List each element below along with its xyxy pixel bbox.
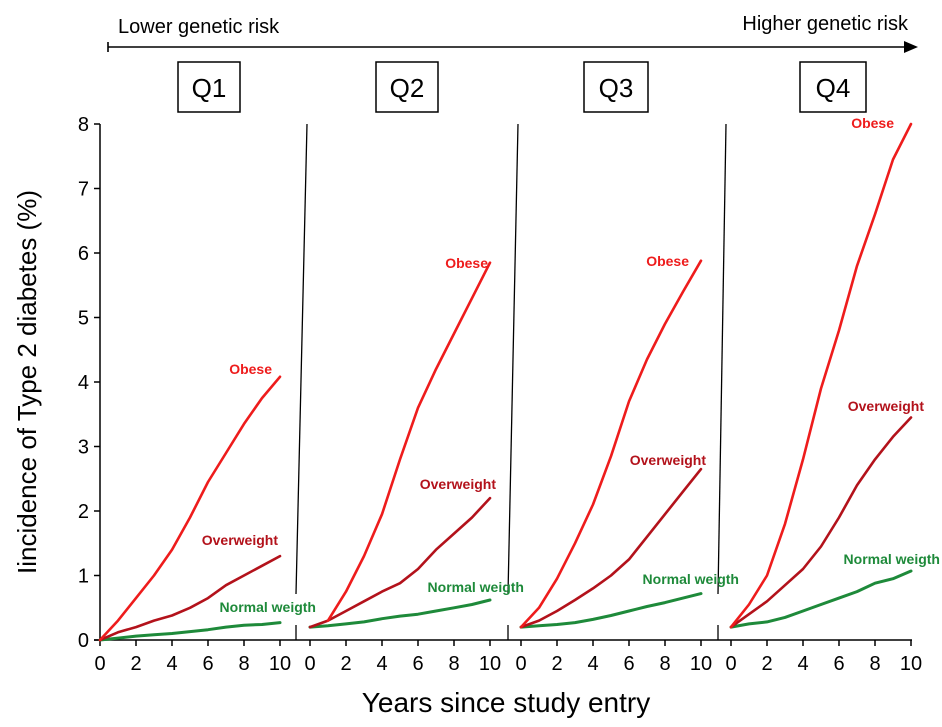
x-tick-label: 10	[690, 653, 712, 675]
x-tick-label: 0	[94, 653, 105, 675]
y-axis-ticks: 0 1 2 3 4 5 6 7 8	[78, 114, 100, 652]
x-tick-label: 8	[448, 653, 459, 675]
higher-risk-label: Higher genetic risk	[742, 13, 909, 35]
quartile-box-q2	[375, 61, 439, 113]
y-tick-label: 6	[78, 243, 89, 265]
x-tick-label: 8	[238, 653, 249, 675]
q3-obese-label: Obese	[646, 253, 689, 269]
x-tick-label: 4	[376, 653, 387, 675]
x-tick-label: 0	[304, 653, 315, 675]
q4-overweight-line	[729, 416, 913, 629]
x-tick-label: 10	[900, 653, 922, 675]
quartile-boxes: Q1 Q2 Q3 Q4	[177, 61, 867, 113]
x-tick-label: 6	[833, 653, 844, 675]
q2-overweight-label: Overweight	[420, 476, 497, 492]
q3-normal-label: Normal weigth	[643, 571, 739, 587]
x-tick-label: 4	[166, 653, 177, 675]
q2-overweight-line	[308, 496, 492, 629]
y-tick-label: 8	[78, 114, 89, 136]
q2-normal-line	[308, 598, 492, 629]
q4-obese-line	[729, 122, 913, 629]
x-tick-label: 10	[269, 653, 291, 675]
x-axis-ticks: 0 2 4 6 8 10 0 2 4 6 8 10 0 2 4 6 8 10 0 2 4 6 8 10	[94, 640, 922, 675]
x-tick-label: 6	[623, 653, 634, 675]
lower-risk-label: Lower genetic risk	[118, 16, 280, 38]
x-tick-label: 8	[869, 653, 880, 675]
x-tick-label: 6	[412, 653, 423, 675]
x-tick-label: 4	[587, 653, 598, 675]
q4-normal-line	[729, 569, 913, 629]
quartile-label-q2: Q2	[390, 73, 425, 103]
quartile-label-q1: Q1	[192, 73, 227, 103]
q4-overweight-label: Overweight	[848, 398, 925, 414]
x-tick-label: 4	[797, 653, 808, 675]
y-tick-label: 3	[78, 437, 89, 459]
panel-dividers	[295, 123, 727, 640]
panel-divider	[295, 123, 308, 595]
x-tick-label: 0	[725, 653, 736, 675]
quartile-box-q3	[583, 61, 649, 113]
series-lines	[98, 122, 913, 642]
panel-divider	[507, 123, 519, 595]
x-tick-label: 6	[202, 653, 213, 675]
x-tick-label: 8	[659, 653, 670, 675]
q1-obese-line	[98, 375, 282, 642]
x-axis-title: Years since study entry	[362, 687, 650, 718]
y-tick-label: 1	[78, 566, 89, 588]
x-tick-label: 2	[340, 653, 351, 675]
y-axis-title: Iincidence of Type 2 diabetes (%)	[12, 190, 42, 574]
y-tick-label: 0	[78, 630, 89, 652]
q3-overweight-line	[519, 467, 703, 629]
quartile-box-q4	[799, 61, 867, 113]
x-tick-label: 0	[515, 653, 526, 675]
q4-normal-label: Normal weigth	[844, 551, 940, 567]
y-tick-label: 5	[78, 308, 89, 330]
q1-obese-label: Obese	[229, 361, 272, 377]
x-tick-label: 2	[551, 653, 562, 675]
q3-overweight-label: Overweight	[630, 452, 707, 468]
q3-obese-line	[519, 259, 703, 629]
q1-overweight-label: Overweight	[202, 532, 279, 548]
genetic-risk-arrow-head	[904, 41, 918, 53]
q4-obese-label: Obese	[851, 115, 894, 131]
q3-normal-line	[519, 592, 703, 629]
panel-divider	[717, 123, 727, 595]
x-tick-label: 2	[761, 653, 772, 675]
y-tick-label: 7	[78, 179, 89, 201]
x-tick-label: 2	[130, 653, 141, 675]
q2-obese-line	[326, 261, 492, 622]
series-labels: Obese Overweight Normal weigth Obese Overwei…	[202, 115, 940, 615]
y-tick-label: 4	[78, 372, 89, 394]
quartile-box-q1	[177, 61, 241, 113]
q1-overweight-line	[98, 554, 282, 642]
q2-normal-label: Normal weigth	[428, 579, 524, 595]
q2-obese-label: Obese	[445, 255, 488, 271]
x-tick-label: 10	[479, 653, 501, 675]
quartile-label-q4: Q4	[816, 73, 851, 103]
q1-normal-line	[98, 621, 282, 642]
quartile-label-q3: Q3	[599, 73, 634, 103]
q1-normal-label: Normal weigth	[220, 599, 316, 615]
y-tick-label: 2	[78, 501, 89, 523]
